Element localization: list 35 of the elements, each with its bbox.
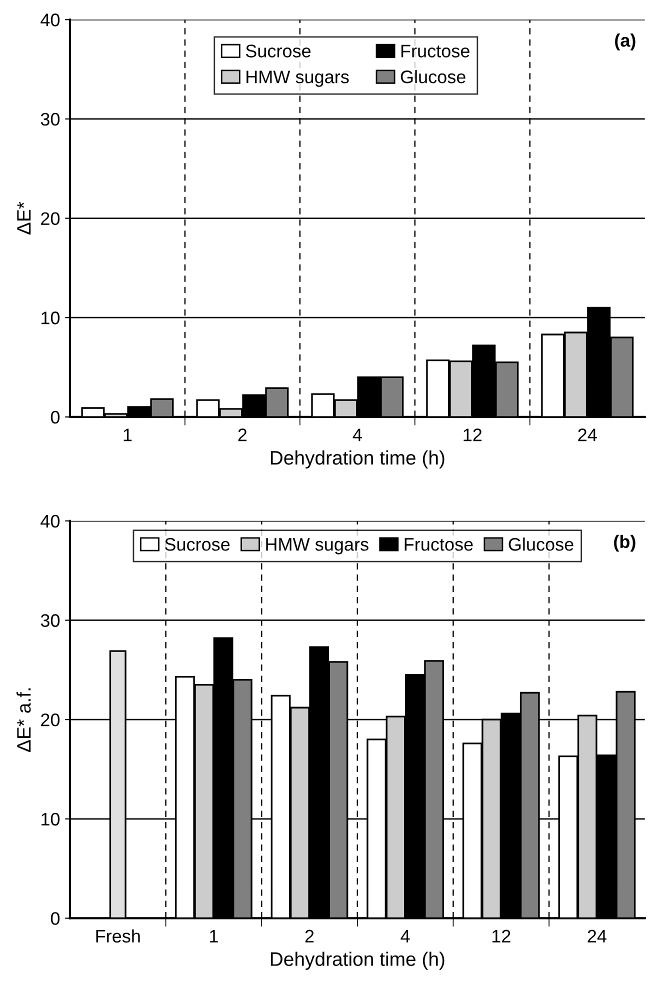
legend-label: HMW sugars xyxy=(246,70,349,87)
legend-label: Glucose xyxy=(508,538,574,551)
x-tick-label: 4 xyxy=(352,428,362,442)
y-axis-title: ΔE* a.f. xyxy=(16,688,31,752)
y-tick-label: 10 xyxy=(42,812,60,826)
legend-label: Sucrose xyxy=(164,538,230,551)
x-tick-label: 12 xyxy=(492,930,510,942)
x-tick-label: 4 xyxy=(400,930,410,942)
y-tick-label: 30 xyxy=(40,614,60,627)
y-tick-label: 20 xyxy=(41,714,60,726)
legend-label: Fructose xyxy=(404,538,473,551)
x-tick-label: 12 xyxy=(464,428,482,442)
y-tick-label: 10 xyxy=(42,312,60,324)
x-tick-label: 1 xyxy=(124,428,132,442)
x-axis-title: Dehydration time (h) xyxy=(270,952,444,970)
annotation: (b) xyxy=(614,534,636,552)
y-tick-label: 0 xyxy=(50,410,60,424)
y-tick-label: 0 xyxy=(50,912,60,925)
x-tick-label: 1 xyxy=(210,930,218,942)
y-tick-label: 40 xyxy=(40,14,60,26)
x-axis-title: Dehydration time (h) xyxy=(270,450,444,469)
x-tick-label: Fresh xyxy=(96,929,140,943)
legend-label: Sucrose xyxy=(246,44,311,58)
legend-label: Glucose xyxy=(400,70,466,84)
x-tick-label: 24 xyxy=(588,930,606,942)
y-tick-label: 40 xyxy=(40,514,60,528)
x-tick-label: 2 xyxy=(305,930,314,942)
annotation: (a) xyxy=(615,34,636,50)
y-tick-label: 20 xyxy=(41,212,60,225)
y-axis-title: ΔE* xyxy=(17,202,31,234)
x-tick-label: 24 xyxy=(578,428,597,442)
legend-label: Fructose xyxy=(401,44,470,58)
x-tick-label: 2 xyxy=(238,428,247,442)
legend-label: HMW sugars xyxy=(266,538,368,554)
y-tick-label: 30 xyxy=(40,112,60,126)
